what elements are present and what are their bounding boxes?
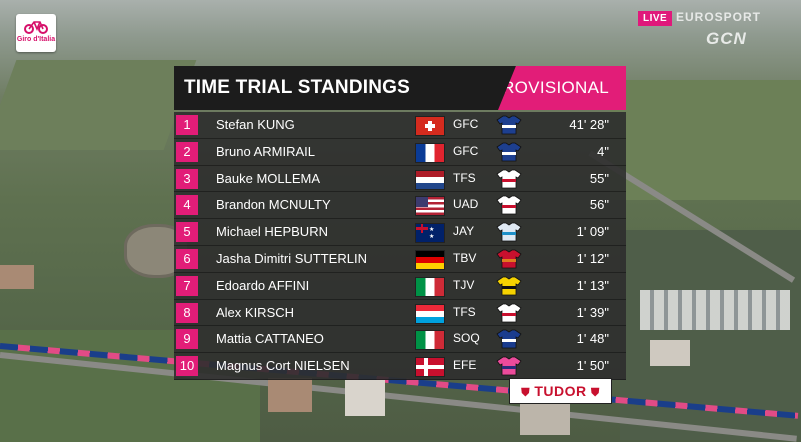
rider-name: Bauke MOLLEMA	[216, 170, 321, 186]
standings-row: 5 Michael HEPBURN JAY 1' 09"	[174, 219, 626, 246]
time-gap: 55"	[589, 170, 609, 186]
luxembourg-flag	[415, 303, 445, 324]
standings-row: 8 Alex KIRSCH TFS 1' 39"	[174, 299, 626, 327]
time-gap: 1' 50"	[576, 358, 609, 374]
france-flag	[415, 142, 445, 163]
position-badge: 7	[176, 275, 198, 296]
giro-logo: Giro d'Italia	[16, 14, 56, 52]
team-code: UAD	[453, 197, 479, 212]
jumbo-visma-jersey	[496, 276, 522, 296]
time-gap: 1' 12"	[576, 250, 609, 266]
groupama-fdj-jersey	[496, 142, 522, 162]
standings-row: 7 Edoardo AFFINI TJV 1' 13"	[174, 272, 626, 300]
team-code: GFC	[453, 143, 479, 158]
live-badge: LIVE	[638, 11, 673, 26]
shield-icon: ⛊	[521, 387, 530, 399]
rider-name: Magnus Cort NIELSEN	[216, 358, 350, 374]
standings-panel: TIME TRIAL STANDINGS PROVISIONAL 1 Stefan…	[174, 66, 626, 380]
standings-list: 1 Stefan KUNG GFC 41' 28" 2 Bruno ARMIRAIL GFC…	[174, 112, 626, 380]
position-badge: 5	[176, 222, 198, 243]
position-badge: 6	[176, 248, 198, 269]
standings-row: 3 Bauke MOLLEMA TFS 55"	[174, 165, 626, 193]
standings-header: TIME TRIAL STANDINGS PROVISIONAL	[174, 66, 626, 110]
team-code: GFC	[453, 117, 479, 131]
team-code: TBV	[453, 250, 477, 265]
bicycle-icon	[24, 21, 48, 34]
position-badge: 8	[176, 302, 198, 323]
time-gap: 1' 09"	[576, 224, 609, 240]
time-gap: 1' 13"	[576, 277, 609, 293]
rider-name: Stefan KUNG	[216, 117, 295, 132]
trek-segafredo-jersey	[496, 303, 522, 322]
standings-row: 10 Magnus Cort NIELSEN EFE 1' 50"	[174, 353, 626, 380]
position-badge: 1	[176, 115, 198, 135]
network-watermark: EUROSPORT	[676, 10, 762, 24]
building	[268, 378, 312, 412]
netherlands-flag	[415, 169, 445, 190]
team-code: SOQ	[453, 331, 480, 346]
switzerland-flag	[415, 116, 445, 136]
groupama-fdj-jersey	[496, 115, 522, 135]
time-gap: 1' 48"	[576, 331, 609, 347]
team-code: TFS	[453, 304, 476, 319]
building	[0, 265, 34, 289]
rider-name: Michael HEPBURN	[216, 224, 328, 240]
soudal-quickstep-jersey	[496, 329, 522, 349]
building	[345, 380, 385, 416]
australia-flag	[415, 223, 445, 244]
sponsor-label: TUDOR	[534, 383, 587, 399]
provisional-label: PROVISIONAL	[490, 78, 609, 97]
standings-row: 9 Mattia CATTANEO SOQ 1' 48"	[174, 326, 626, 354]
field	[0, 60, 197, 150]
standings-row: 6 Jasha Dimitri SUTTERLIN TBV 1' 12"	[174, 245, 626, 273]
team-code: TJV	[453, 277, 475, 292]
team-code: JAY	[453, 224, 475, 239]
logo-text: Giro d'Italia	[16, 36, 56, 43]
tudor-sponsor-logo: ⛊ TUDOR ⛊	[509, 378, 612, 404]
rider-name: Edoardo AFFINI	[216, 277, 310, 293]
rider-name: Mattia CATTANEO	[216, 331, 324, 347]
time-gap: 1' 39"	[576, 304, 609, 320]
italy-flag	[415, 330, 445, 351]
germany-flag	[415, 249, 445, 270]
time-gap: 4"	[597, 143, 609, 159]
team-code: EFE	[453, 358, 477, 373]
usa-flag	[415, 196, 445, 217]
position-badge: 3	[176, 168, 198, 189]
rider-name: Alex KIRSCH	[216, 304, 295, 320]
uae-emirates-jersey	[496, 195, 522, 215]
italy-flag	[415, 276, 445, 297]
standings-title: TIME TRIAL STANDINGS	[184, 77, 411, 98]
trek-segafredo-jersey	[496, 169, 522, 188]
standings-row: 1 Stefan KUNG GFC 41' 28"	[174, 112, 626, 139]
jayco-alula-jersey	[496, 222, 522, 242]
ef-education-jersey	[496, 356, 522, 376]
time-gap: 56"	[589, 197, 609, 213]
denmark-flag	[415, 357, 445, 378]
time-gap: 41' 28"	[569, 117, 609, 132]
rider-name: Bruno ARMIRAIL	[216, 143, 315, 159]
position-badge: 9	[176, 329, 198, 350]
position-badge: 10	[176, 356, 198, 377]
rider-name: Brandon MCNULTY	[216, 197, 331, 213]
provisional-badge: PROVISIONAL	[498, 66, 626, 110]
rider-name: Jasha Dimitri SUTTERLIN	[216, 250, 367, 266]
team-code: TFS	[453, 170, 476, 185]
team-tents	[640, 290, 790, 330]
building	[650, 340, 690, 366]
standings-row: 2 Bruno ARMIRAIL GFC 4"	[174, 138, 626, 166]
gcn-watermark: GCN	[706, 29, 747, 48]
shield-icon: ⛊	[591, 387, 600, 399]
position-badge: 2	[176, 141, 198, 162]
bahrain-victorious-jersey	[496, 249, 522, 269]
standings-row: 4 Brandon MCNULTY UAD 56"	[174, 192, 626, 220]
field	[610, 80, 801, 200]
position-badge: 4	[176, 195, 198, 216]
